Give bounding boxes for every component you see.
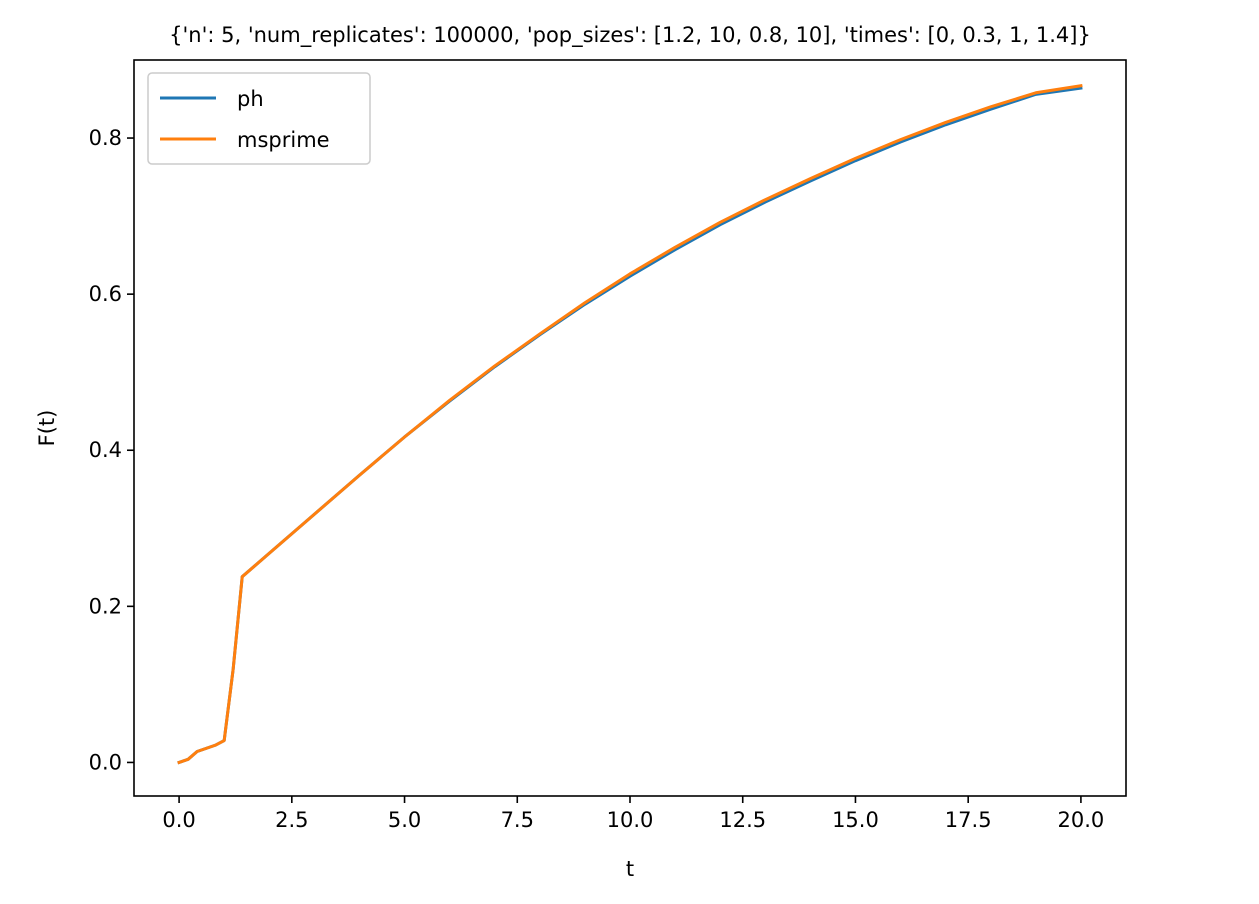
y-tick-label: 0.0 bbox=[89, 750, 122, 774]
series-line-msprime bbox=[177, 84, 1083, 765]
plot-area bbox=[134, 60, 1126, 796]
x-tick-label: 12.5 bbox=[719, 808, 766, 832]
legend-box bbox=[147, 72, 371, 165]
x-tick-label: 0.0 bbox=[162, 808, 195, 832]
x-tick-label: 7.5 bbox=[501, 808, 534, 832]
y-tick-label: 0.6 bbox=[89, 282, 122, 306]
y-axis: 0.0 0.2 0.4 0.6 0.8 bbox=[89, 126, 134, 774]
x-axis-label: t bbox=[626, 857, 634, 881]
x-tick-label: 5.0 bbox=[388, 808, 421, 832]
legend-label-ph: ph bbox=[237, 87, 264, 111]
x-tick-label: 20.0 bbox=[1058, 808, 1105, 832]
y-tick-label: 0.4 bbox=[89, 438, 122, 462]
x-tick-label: 17.5 bbox=[945, 808, 992, 832]
series-layer bbox=[177, 84, 1083, 765]
x-tick-label: 15.0 bbox=[832, 808, 879, 832]
legend-label-msprime: msprime bbox=[237, 128, 330, 152]
legend: ph msprime bbox=[147, 72, 371, 165]
x-axis: 0.0 2.5 5.0 7.5 10.0 12.5 15.0 17.5 20.0 bbox=[162, 796, 1104, 832]
y-tick-label: 0.2 bbox=[89, 594, 122, 618]
y-tick-label: 0.8 bbox=[89, 126, 122, 150]
x-tick-label: 2.5 bbox=[275, 808, 308, 832]
y-axis-label: F(t) bbox=[35, 410, 59, 447]
x-tick-label: 10.0 bbox=[607, 808, 654, 832]
chart-title: {'n': 5, 'num_replicates': 100000, 'pop_… bbox=[169, 23, 1091, 48]
